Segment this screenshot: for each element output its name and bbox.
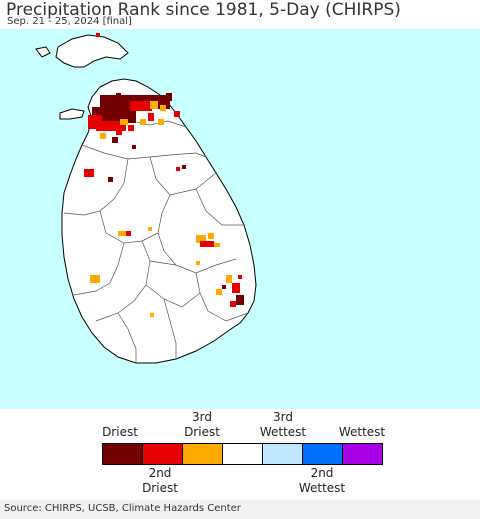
- map-subtitle: Sep. 21 - 25, 2024 [final]: [7, 16, 132, 27]
- small-island: [35, 46, 51, 58]
- precipitation-rank-map: [0, 29, 480, 409]
- legend-label-2nd-driest: 2nd Driest: [142, 466, 178, 495]
- legend-swatch-wettest: [343, 444, 382, 464]
- rank-cluster-east: [196, 233, 244, 307]
- legend-swatch-3rd-driest: [183, 444, 223, 464]
- legend-label-2nd-wettest: 2nd Wettest: [298, 466, 346, 495]
- jaffna-peninsula: [55, 34, 129, 68]
- legend-swatch-driest: [103, 444, 143, 464]
- legend-swatch-3rd-wettest: [263, 444, 303, 464]
- map-svg: [0, 29, 480, 409]
- legend-label-wettest: Wettest: [338, 425, 386, 439]
- mannar-island: [59, 108, 85, 120]
- legend-swatch-2nd-wettest: [303, 444, 343, 464]
- rank-cluster-northwest: [84, 33, 180, 182]
- legend-swatch-normal: [223, 444, 263, 464]
- district-borders: [63, 118, 249, 363]
- legend-label-3rd-wettest: 3rd Wettest: [259, 410, 307, 439]
- legend-swatch-2nd-driest: [143, 444, 183, 464]
- map-title: Precipitation Rank since 1981, 5-Day (CH…: [6, 0, 401, 20]
- footer-bar: [0, 500, 480, 519]
- legend-label-driest: Driest: [102, 425, 138, 439]
- sri-lanka-landmass: [61, 78, 257, 364]
- legend-label-3rd-driest: 3rd Driest: [184, 410, 220, 439]
- rank-cluster-central: [90, 165, 186, 317]
- legend-color-bar: [102, 443, 383, 465]
- source-credit: Source: CHIRPS, UCSB, Climate Hazards Ce…: [4, 503, 241, 514]
